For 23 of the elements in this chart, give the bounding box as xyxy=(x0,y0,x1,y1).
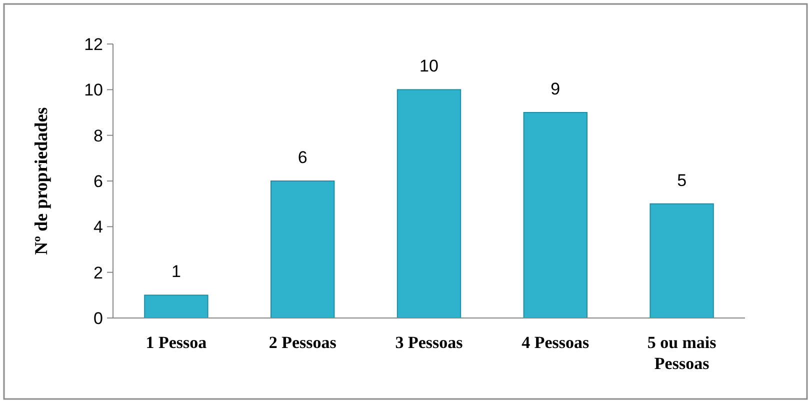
data-label: 1 xyxy=(171,262,181,282)
y-axis-title: Nº de propriedades xyxy=(31,107,51,255)
data-label: 10 xyxy=(420,56,438,76)
y-tick-label: 2 xyxy=(94,263,103,282)
y-tick-label: 10 xyxy=(84,80,103,100)
data-label: 5 xyxy=(677,170,687,190)
bar xyxy=(270,180,335,318)
y-tick-label: 0 xyxy=(94,308,103,328)
bar xyxy=(396,89,462,318)
y-tick-label: 4 xyxy=(94,218,103,237)
y-tick-label: 12 xyxy=(84,34,103,54)
x-tick-label: 4 Pessoas xyxy=(522,333,590,352)
bar xyxy=(650,203,714,318)
bar xyxy=(144,294,208,318)
x-tick-label: 3 Pessoas xyxy=(395,333,464,352)
y-tick-label: 6 xyxy=(94,172,103,191)
x-tick-label: 2 Pessoas xyxy=(268,333,337,352)
x-tick-label: 5 ou mais Pessoas xyxy=(647,333,717,373)
data-label: 6 xyxy=(298,148,308,167)
y-tick-label: 8 xyxy=(94,126,103,146)
data-label: 9 xyxy=(550,80,560,98)
bar xyxy=(523,112,588,318)
x-tick-label: 1 Pessoa xyxy=(146,333,208,352)
